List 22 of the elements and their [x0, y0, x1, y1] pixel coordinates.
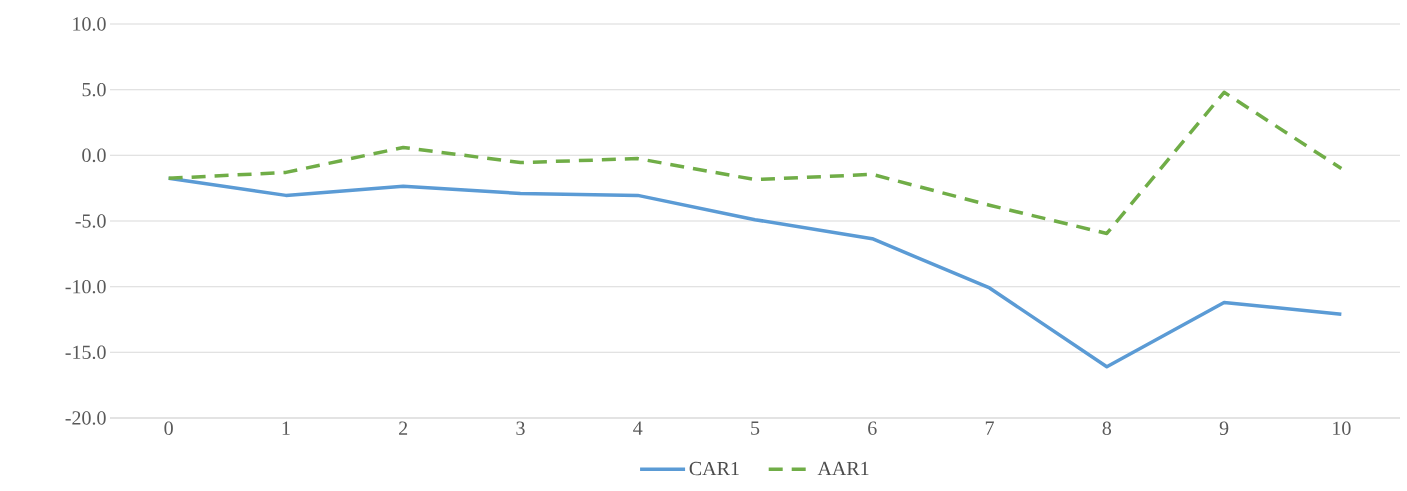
line-series — [166, 90, 1344, 236]
x-tick-label: 0 — [164, 421, 173, 436]
x-tick-label: 6 — [868, 421, 877, 435]
x-tick-label: 10 — [1333, 421, 1351, 436]
line-series — [166, 176, 1344, 369]
x-tick-label: 8 — [1102, 421, 1112, 436]
x-tick-label: 9 — [1219, 421, 1229, 435]
y-tick-label: -15.0 — [65, 345, 106, 360]
y-tick-label: -5.0 — [75, 214, 106, 228]
x-tick-label: 7 — [985, 421, 994, 435]
x-tick-label: 4 — [633, 421, 643, 435]
y-tick-label: 5.0 — [82, 82, 106, 97]
x-tick-label: 1 — [282, 421, 290, 435]
y-tick-label: 10.0 — [73, 17, 106, 31]
legend-label: AAR1 — [817, 461, 869, 476]
legend-label: CAR1 — [689, 461, 739, 476]
y-tick-label: -10.0 — [65, 279, 106, 294]
y-tick-label: -20.0 — [65, 411, 106, 425]
x-tick-label: 2 — [399, 421, 408, 435]
x-tick-label: 3 — [516, 421, 525, 435]
x-tick-label: 5 — [751, 421, 760, 435]
y-tick-label: 0.0 — [82, 148, 106, 163]
